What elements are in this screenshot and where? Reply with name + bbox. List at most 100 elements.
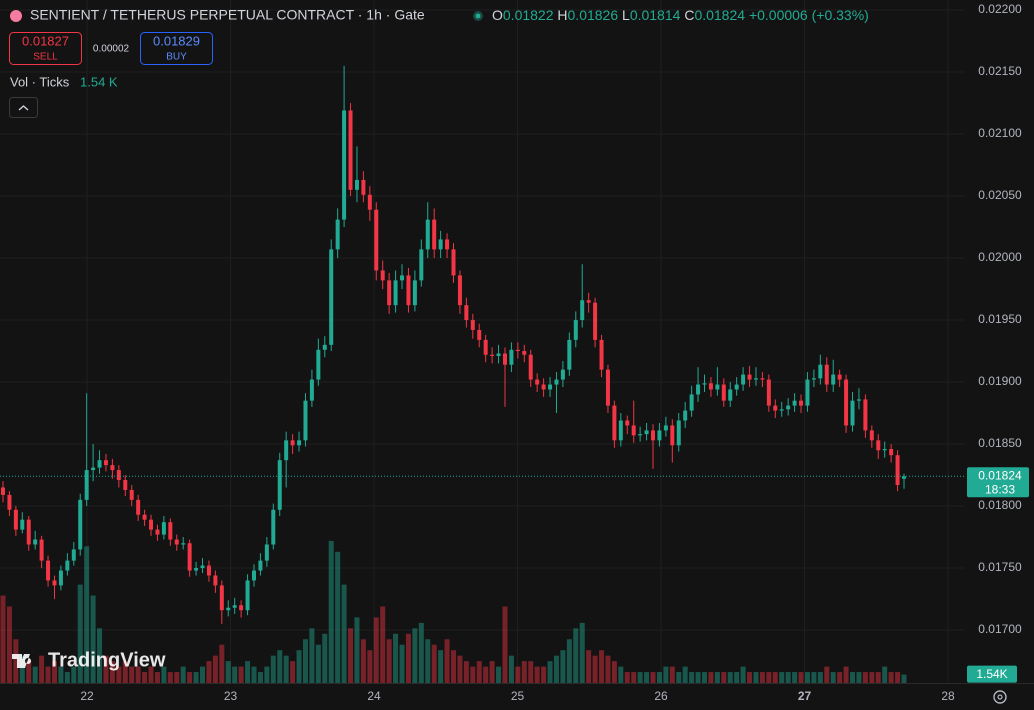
volume-bar: [656, 672, 662, 683]
volume-last-label: 1.54K: [976, 667, 1007, 681]
volume-bar: [6, 606, 12, 683]
volume-bar: [618, 666, 624, 683]
sell-price[interactable]: 0.01827: [22, 33, 69, 48]
volume-bar: [341, 584, 347, 683]
volume-bar: [122, 661, 128, 683]
candle-body: [869, 430, 874, 441]
y-tick-label: 0.02050: [978, 188, 1022, 202]
candle-body: [374, 209, 379, 271]
candle-body: [149, 519, 154, 530]
candle-body: [657, 430, 662, 441]
candle-body: [46, 560, 51, 581]
collapse-button[interactable]: [9, 97, 38, 118]
candle-body: [792, 400, 797, 406]
candle-body: [470, 320, 475, 330]
volume-bar: [154, 672, 160, 683]
y-tick-label: 0.02100: [978, 126, 1022, 140]
settings-icon[interactable]: [993, 690, 1007, 704]
sell-button[interactable]: 0.01827 SELL: [9, 32, 82, 65]
candle-body: [824, 364, 829, 385]
candle-body: [567, 339, 572, 370]
candle-body: [322, 344, 327, 350]
candle-body: [367, 194, 372, 210]
candle-body: [232, 605, 237, 608]
volume-bar: [251, 666, 257, 683]
candle-body: [766, 379, 771, 406]
candle-body: [58, 570, 63, 586]
candle-body: [702, 383, 707, 385]
candle-body: [708, 383, 713, 390]
candle-body: [239, 605, 244, 611]
candle-body: [535, 379, 540, 385]
volume-bar: [354, 617, 360, 683]
candle-body: [213, 575, 218, 586]
collapse-caret[interactable]: [18, 105, 29, 111]
volume-bar: [309, 628, 315, 683]
candle-body: [110, 465, 115, 471]
legend-change: +0.00006 (+0.33%): [749, 7, 869, 23]
watermark: TradingView: [12, 649, 166, 671]
candle-body: [271, 509, 276, 545]
candle-body: [509, 349, 514, 365]
settings-icon-core[interactable]: [997, 694, 1003, 700]
volume-bar: [592, 655, 598, 683]
candle-body: [721, 384, 726, 401]
volume-bar: [32, 666, 38, 683]
volume-bar: [232, 666, 238, 683]
buy-button[interactable]: 0.01829 BUY: [140, 32, 213, 65]
candle-body: [97, 460, 102, 468]
volume-bar: [206, 661, 212, 683]
volume-bar: [624, 672, 630, 683]
candle-body: [103, 460, 108, 466]
candle-body: [419, 249, 424, 281]
volume-bar: [476, 661, 482, 683]
y-tick-label: 0.01800: [978, 498, 1022, 512]
buy-box[interactable]: [140, 32, 213, 65]
volume-bar: [290, 661, 296, 683]
volume-bar: [547, 661, 553, 683]
candle-body: [483, 339, 488, 355]
volume-bar: [373, 617, 379, 683]
candle-body: [251, 570, 256, 581]
candle-body: [13, 509, 18, 530]
buy-price[interactable]: 0.01829: [153, 33, 200, 48]
candle-body: [412, 280, 417, 306]
candle-body: [129, 489, 134, 500]
volume-bar: [669, 666, 675, 683]
y-tick-label: 0.02200: [978, 2, 1022, 16]
sell-label[interactable]: SELL: [33, 52, 58, 63]
volume-bar: [566, 639, 572, 683]
volume-bar: [71, 666, 77, 683]
collapse-box[interactable]: [9, 97, 38, 118]
volume-bar: [759, 672, 765, 683]
volume-bar: [39, 655, 45, 683]
volume-bar: [747, 672, 753, 683]
candle-body: [361, 179, 366, 195]
y-tick-label: 0.01700: [978, 622, 1022, 636]
volume-bar: [901, 674, 907, 683]
volume-bar: [740, 666, 746, 683]
volume-bar: [264, 666, 270, 683]
candle-body: [71, 549, 76, 561]
candle-body: [490, 354, 495, 357]
candle-body: [548, 384, 553, 390]
volume-bar: [605, 655, 611, 683]
candle-body: [502, 353, 507, 365]
settings[interactable]: [993, 690, 1007, 704]
volume-bar: [579, 622, 585, 683]
candle-body: [586, 300, 591, 303]
candle-body: [400, 275, 405, 281]
volume-bar: [135, 666, 141, 683]
volume-bar: [277, 650, 283, 683]
buy-label[interactable]: BUY: [166, 52, 187, 63]
volume-bar: [148, 666, 154, 683]
candle-body: [219, 585, 224, 611]
candle-body: [631, 425, 636, 436]
volume-bar: [727, 672, 733, 683]
candle-body: [174, 539, 179, 545]
candle-body: [670, 425, 675, 446]
candle-body: [187, 543, 192, 571]
candle-body: [457, 275, 462, 306]
sell-box[interactable]: [9, 32, 82, 65]
